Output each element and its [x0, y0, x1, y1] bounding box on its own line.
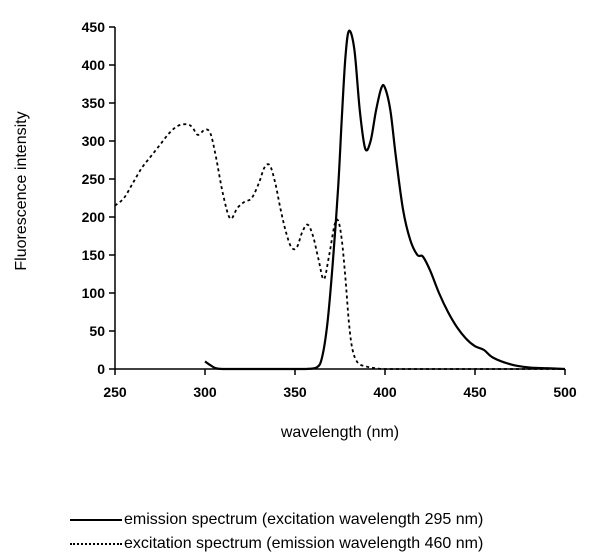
x-ticks: 250 300 350 400 450 500	[103, 369, 577, 400]
x-tick-label: 300	[193, 384, 217, 400]
y-tick-label: 100	[82, 285, 106, 301]
y-tick-label: 450	[82, 19, 106, 35]
y-axis-title: Fluorescence intensity	[13, 111, 30, 270]
y-tick-label: 350	[82, 95, 106, 111]
legend-item-emission: emission spectrum (excitation wavelength…	[70, 508, 611, 532]
x-tick-label: 450	[463, 384, 487, 400]
axes	[114, 27, 565, 370]
y-tick-label: 400	[82, 57, 106, 73]
emission-series-line	[204, 29, 566, 371]
legend-label-emission: emission spectrum (excitation wavelength…	[124, 511, 484, 528]
x-tick-label: 500	[553, 384, 577, 400]
y-tick-label: 150	[82, 247, 106, 263]
y-tick-label: 250	[82, 171, 106, 187]
x-tick-label: 350	[283, 384, 307, 400]
y-tick-label: 50	[89, 323, 105, 339]
x-tick-label: 250	[103, 384, 127, 400]
y-tick-label: 200	[82, 209, 106, 225]
legend-item-excitation: excitation spectrum (emission wavelength…	[70, 532, 611, 556]
x-tick-label: 400	[373, 384, 397, 400]
y-tick-label: 0	[97, 361, 105, 377]
excitation-series-line	[114, 123, 565, 370]
legend-swatch-dotted	[70, 543, 122, 545]
legend-swatch-solid	[70, 519, 122, 521]
spectra-chart: 0 50 100 150 200 250 300 350 400 450 250 300 350 400…	[13, 19, 577, 441]
y-tick-label: 300	[82, 133, 106, 149]
series-group	[114, 29, 566, 371]
legend-label-excitation: excitation spectrum (emission wavelength…	[124, 535, 484, 552]
x-axis-title: wavelength (nm)	[280, 424, 399, 441]
legend: emission spectrum (excitation wavelength…	[70, 508, 611, 556]
y-ticks: 0 50 100 150 200 250 300 350 400 450	[82, 19, 115, 377]
